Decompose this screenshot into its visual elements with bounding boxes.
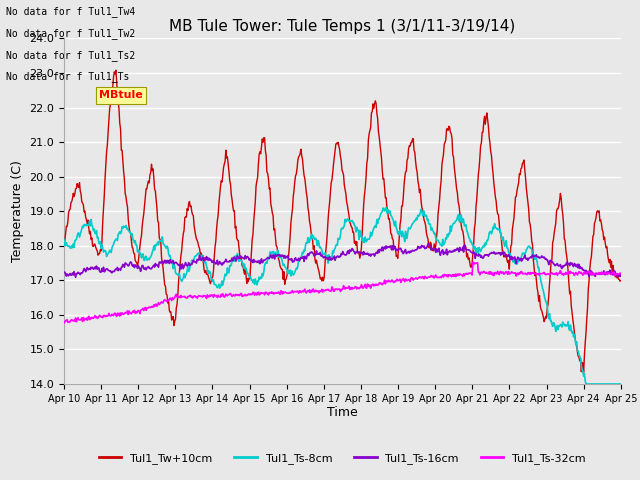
- X-axis label: Time: Time: [327, 407, 358, 420]
- Text: No data for f Tul1_Ts: No data for f Tul1_Ts: [6, 71, 130, 82]
- Text: No data for f Tul1_Tw4: No data for f Tul1_Tw4: [6, 6, 136, 17]
- Text: MBtule: MBtule: [99, 90, 143, 100]
- Text: No data for f Tul1_Tw2: No data for f Tul1_Tw2: [6, 28, 136, 39]
- Title: MB Tule Tower: Tule Temps 1 (3/1/11-3/19/14): MB Tule Tower: Tule Temps 1 (3/1/11-3/19…: [169, 20, 516, 35]
- Legend: Tul1_Tw+10cm, Tul1_Ts-8cm, Tul1_Ts-16cm, Tul1_Ts-32cm: Tul1_Tw+10cm, Tul1_Ts-8cm, Tul1_Ts-16cm,…: [94, 448, 590, 468]
- Text: No data for f Tul1_Ts2: No data for f Tul1_Ts2: [6, 49, 136, 60]
- Y-axis label: Temperature (C): Temperature (C): [11, 160, 24, 262]
